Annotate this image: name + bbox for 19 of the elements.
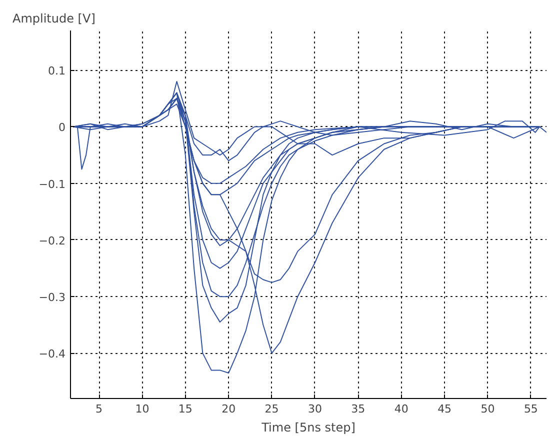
y-tick-label: −0.1 — [38, 178, 66, 191]
y-tick-label: −0.4 — [38, 348, 66, 361]
x-tick-label: 20 — [222, 402, 236, 416]
y-axis-title: Amplitude [V] — [12, 12, 96, 26]
x-tick-label: 30 — [308, 402, 322, 416]
x-tick-label: 25 — [264, 402, 279, 416]
x-axis-title: Time [5ns step] — [260, 420, 356, 434]
x-tick-label: 10 — [135, 402, 150, 416]
x-tick-label: 50 — [480, 402, 495, 416]
x-tick-label: 40 — [394, 402, 408, 416]
x-tick-label: 15 — [178, 402, 192, 416]
x-tick-label: 35 — [351, 402, 366, 416]
y-tick-label: −0.2 — [38, 234, 66, 248]
y-tick-label: 0 — [58, 121, 66, 134]
x-tick-label: 55 — [524, 402, 538, 416]
x-tick-label: 5 — [96, 402, 103, 416]
y-tick-label: −0.3 — [38, 291, 66, 304]
y-tick-label: 0.1 — [48, 64, 66, 78]
x-tick-label: 45 — [438, 402, 452, 416]
